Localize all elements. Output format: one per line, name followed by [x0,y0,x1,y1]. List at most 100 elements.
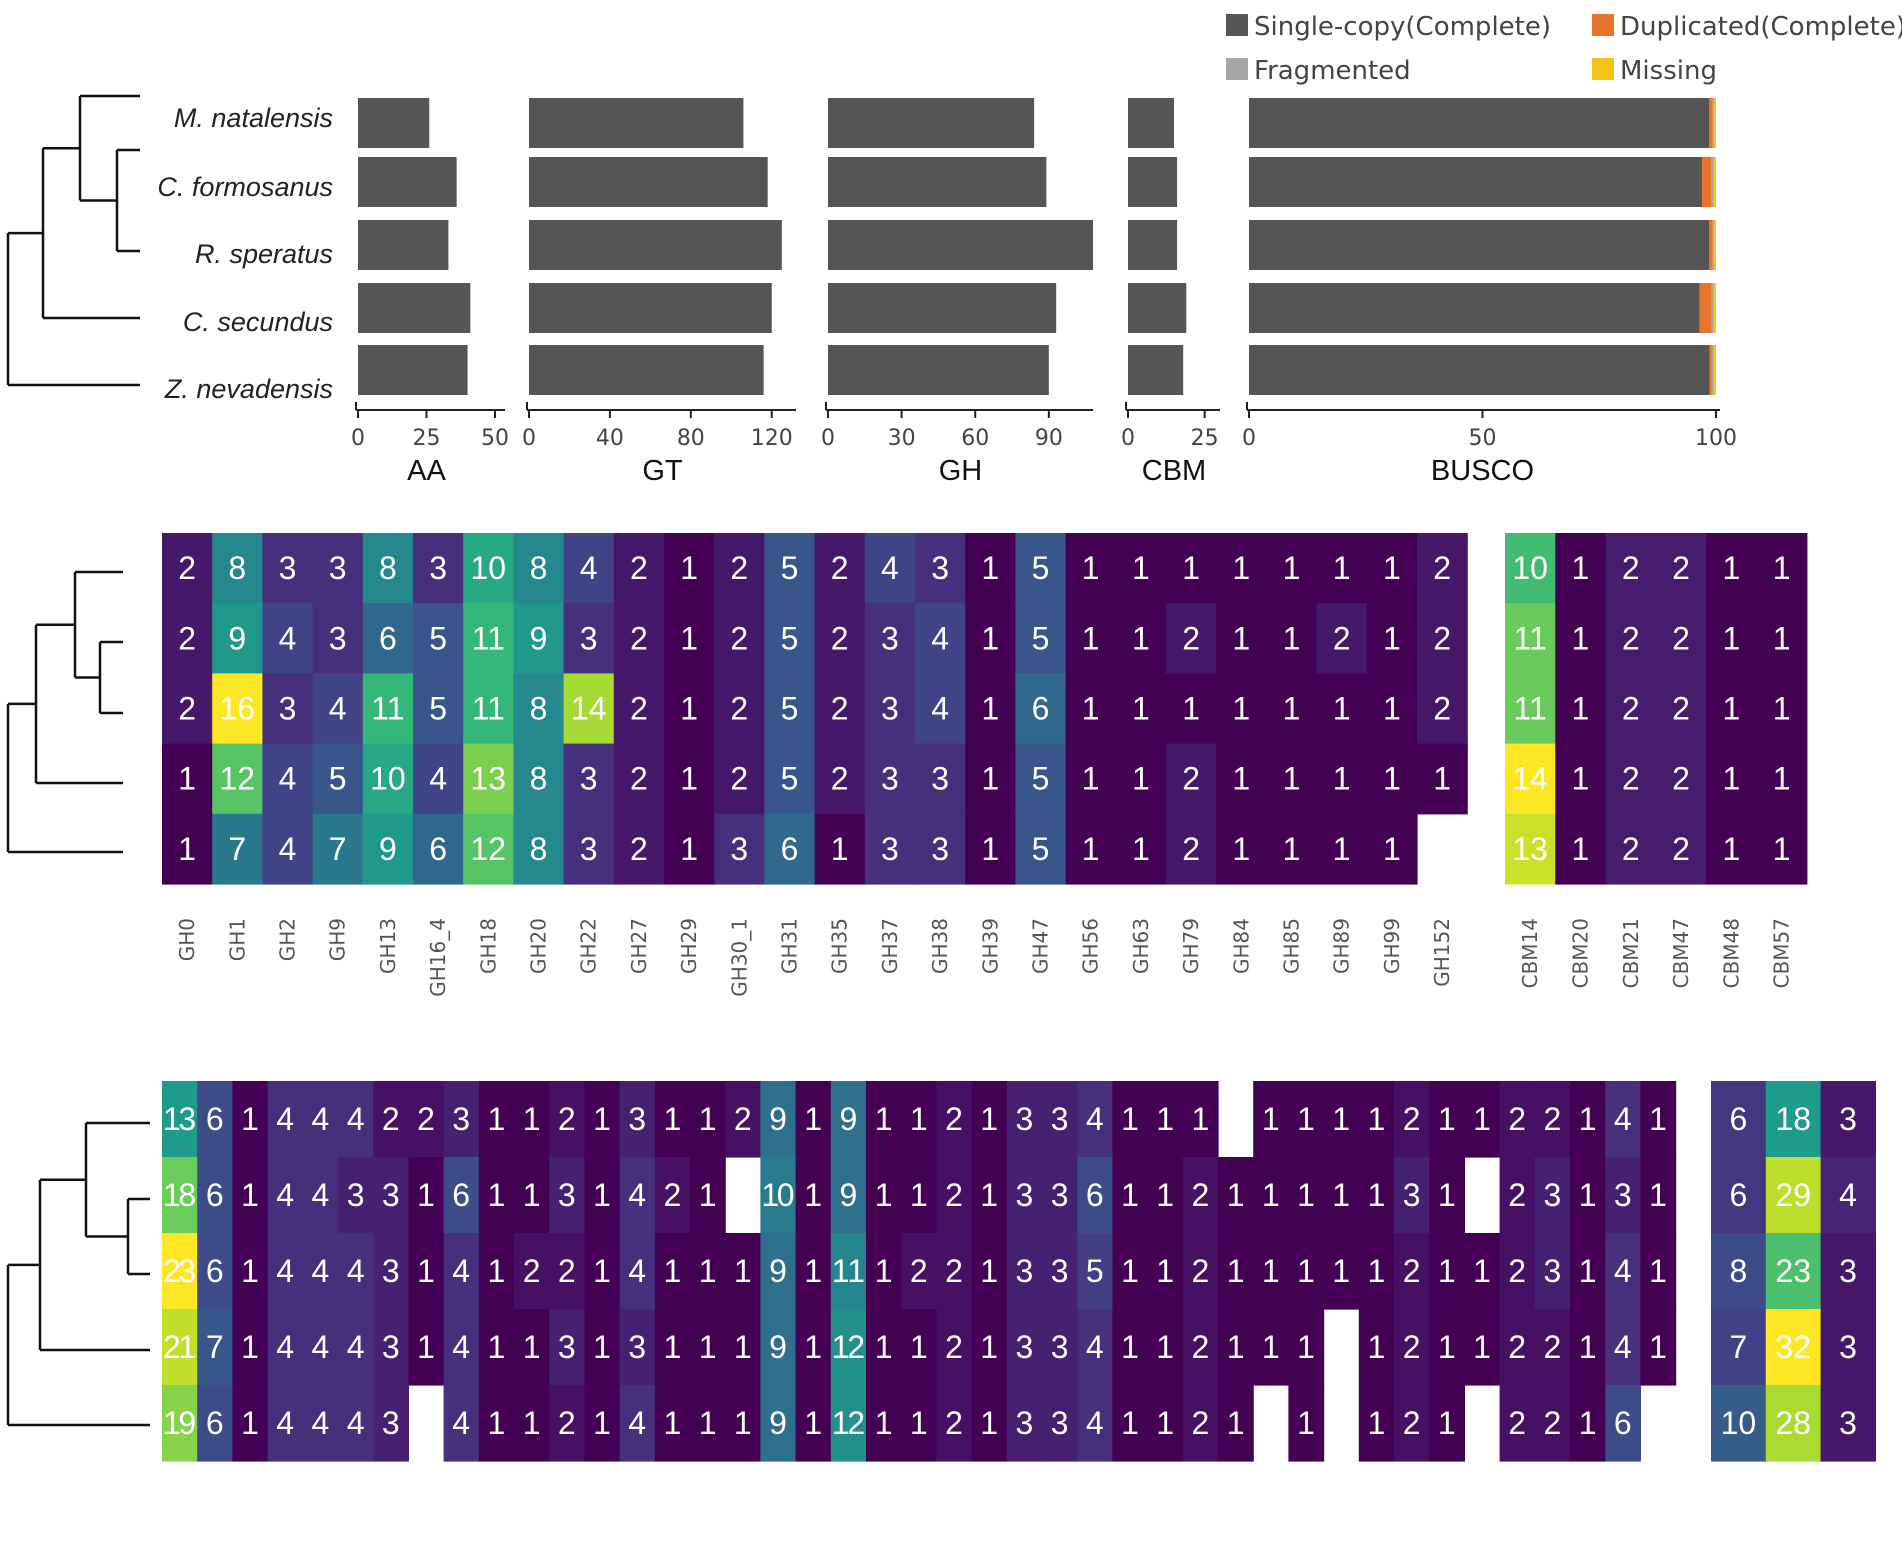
heatmap-cell [1015,673,1067,745]
heatmap-cell [1182,1385,1219,1462]
heatmap-cell [690,1309,726,1386]
heatmap-cell [584,1233,621,1310]
heatmap-cell [1605,1157,1641,1234]
heatmap-cell [362,813,414,885]
heatmap-cell [1534,1081,1571,1158]
species-label: Z. nevadensis [164,374,333,404]
busco-bar-segment [1713,283,1716,333]
cell-value: 2 [1622,761,1640,797]
heatmap-cell [1015,533,1067,604]
cell-value: 23 [163,1253,196,1289]
cell-value: 12 [832,1405,865,1441]
heatmap-cell [1417,673,1468,745]
heatmap-cell [267,1233,304,1310]
heatmap-cell [664,743,715,815]
cell-value: 2 [558,1253,576,1289]
x-tick-label: 100 [1695,426,1737,451]
heatmap-cell [312,533,364,604]
cell-value: 8 [530,691,548,727]
heatmap-cell [413,603,464,674]
heatmap-cell [1711,1081,1767,1158]
heatmap-cell [1218,1385,1254,1462]
cell-value: 1 [981,831,999,867]
heatmap-cell [1655,813,1707,885]
cell-value: 3 [1016,1177,1034,1213]
bar [529,283,772,333]
cell-value: 3 [279,691,297,727]
heatmap-cell [1499,1385,1536,1462]
cell-value: 1 [1579,1101,1597,1137]
cell-value: 3 [580,761,598,797]
heatmap-cell [901,1081,937,1158]
heatmap-cell [338,1385,374,1462]
heatmap-cell [1534,1385,1571,1462]
cell-value: 7 [206,1329,224,1365]
cell-value: 3 [931,761,949,797]
legend-swatch [1226,58,1248,80]
bar [828,283,1057,333]
heatmap-cell [830,1233,867,1310]
legend-swatch [1592,14,1614,36]
cell-value: 1 [1227,1253,1245,1289]
heatmap-cell [915,673,966,745]
cell-value: 1 [1192,1101,1210,1137]
cell-value: 3 [1016,1329,1034,1365]
heatmap-cell [212,813,263,885]
heatmap-cell [584,1309,621,1386]
heatmap-cell [408,1157,445,1234]
heatmap-cell [549,1233,585,1310]
heatmap-cell [1115,603,1167,674]
heatmap-cell [1655,533,1707,604]
cell-value: 3 [1544,1253,1562,1289]
cell-value: 4 [881,550,899,586]
heatmap-cell [866,1233,902,1310]
cell-value: 3 [881,691,899,727]
heatmap-cell [1534,1233,1571,1310]
busco-bar-segment [1701,157,1712,207]
cell-value: 2 [1182,831,1200,867]
cell-value: 3 [931,550,949,586]
heatmap-cell [1112,1233,1149,1310]
cell-value: 1 [1227,1329,1245,1365]
heatmap-cell [267,1309,304,1386]
cell-value: 2 [558,1101,576,1137]
cell-value: 1 [1773,691,1791,727]
heatmap-cell [162,533,213,604]
heatmap-cell [1166,533,1217,604]
heatmap-cell [1077,1157,1113,1234]
cell-value: 9 [379,831,397,867]
panel-title: AA [407,455,446,487]
cell-value: 1 [1262,1253,1280,1289]
heatmap-cell [1316,603,1368,674]
cell-value: 1 [1438,1177,1456,1213]
heatmap-cell [1429,1309,1465,1386]
cell-value: 1 [981,761,999,797]
cell-value: 2 [630,831,648,867]
cell-value: 2 [1433,620,1451,656]
heatmap-cell [1288,1385,1325,1462]
cell-value: 3 [1839,1329,1857,1365]
cell-value: 2 [945,1405,963,1441]
column-label: GH2 [276,918,300,961]
cell-value: 1 [488,1405,506,1441]
cell-value: 1 [1132,831,1150,867]
cell-value: 4 [452,1405,470,1441]
column-label: GH79 [1179,918,1203,974]
cell-value: 2 [630,761,648,797]
cell-value: 9 [530,620,548,656]
column-label: GH29 [677,918,701,974]
cell-value: 3 [1051,1177,1069,1213]
cell-value: 1 [417,1253,435,1289]
cell-value: 1 [1156,1177,1174,1213]
cell-value: 1 [241,1253,259,1289]
cell-value: 9 [840,1177,858,1213]
bar [358,283,471,333]
cell-value: 1 [1438,1101,1456,1137]
cell-value: 1 [1297,1177,1315,1213]
heatmap-cell [1505,743,1556,815]
cell-value: 1 [1649,1329,1667,1365]
cell-value: 8 [1730,1253,1748,1289]
heatmap-cell [1065,743,1117,815]
x-tick-label: 25 [1191,426,1219,451]
heatmap-cell [814,673,866,745]
